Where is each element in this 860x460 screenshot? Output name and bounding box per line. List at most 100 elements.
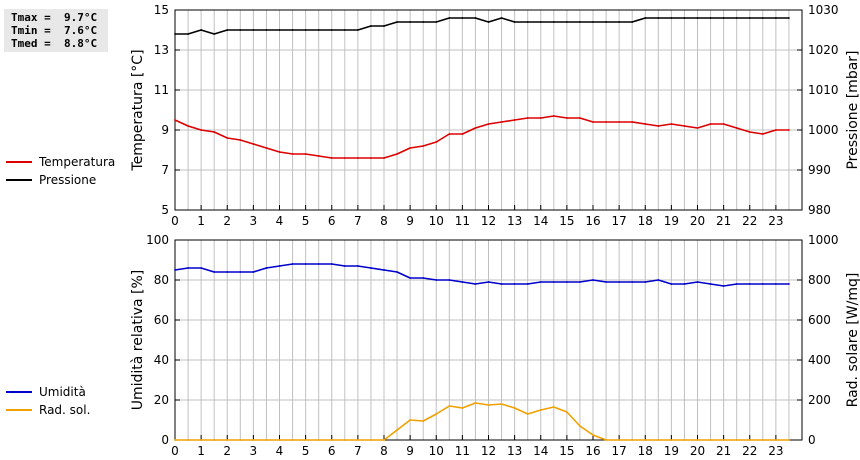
panel1-series-pressione-point [291,29,294,31]
panel1-series-pressione-point [552,21,555,23]
panel1-series-pressione-point [735,17,738,19]
panel2-series-rad-sol-point [722,439,725,441]
panel1-series-temperatura-point [487,123,490,125]
panel1-xtick-label: 1 [197,214,205,228]
panel2-series-umidit-point [252,271,255,273]
panel1-series-temperatura-point [565,117,568,119]
panel2-xtick-label: 3 [250,444,258,458]
panel2-series-umidit-point [683,283,686,285]
panel1-series-temperatura-point [278,151,281,153]
panel2-series-rad-sol-point [409,419,412,421]
panel2-xtick-label: 6 [328,444,336,458]
panel2-ytick-label: 40 [154,353,169,367]
legend-humidity-swatch [6,391,32,393]
panel1-xtick-label: 20 [690,214,705,228]
panel2-series-rad-sol-point [774,439,777,441]
panel2-series-umidit-point [487,281,490,283]
panel2-series-umidit-point [748,283,751,285]
panel1-series-pressione-point [761,17,764,19]
panel2-series-rad-sol-point [552,406,555,408]
panel1-series-pressione-point [474,17,477,19]
panel2-series-rad-sol-point [526,413,529,415]
panel1-xtick-label: 23 [768,214,783,228]
panel2-series-rad-sol-point [709,439,712,441]
panel2-series-rad-sol-point [657,439,660,441]
panel1-series-pressione-point [343,29,346,31]
tmax-stat: Tmax = 9.7°C [11,11,98,24]
panel2-series-umidit-point [330,263,333,265]
panel1-series-temperatura-point [709,123,712,125]
legend-solar-swatch [6,409,32,411]
legend-pressure-swatch [6,179,32,181]
panel1-series-pressione-point [618,21,621,23]
panel2-series-umidit-point [448,279,451,281]
panel2-ytick-label: 80 [154,273,169,287]
panel1-series-temperatura-point [526,117,529,119]
panel2-series-rad-sol-point [448,405,451,407]
panel1-series-pressione-point [670,17,673,19]
panel2-series-rad-sol-line [175,402,789,441]
panel2-series-rad-sol-point [187,439,189,441]
panel1-series-temperatura-point [356,157,359,159]
panel1-series-temperatura-point [252,143,255,145]
legend-humidity-label: Umidità [39,385,86,399]
panel2-series-rad-sol-point [213,439,216,441]
panel1-series-temperatura-point [670,123,673,125]
panel1-series-pressione-point [435,21,438,23]
panel1-series-pressione-point [513,21,516,23]
panel2-series-rad-sol-point [670,439,673,441]
panel1-xtick-label: 5 [302,214,310,228]
panel1-series-pressione-point [174,33,176,35]
panel2-xtick-label: 23 [768,444,783,458]
panel1-series-temperatura-point [696,127,699,129]
panel2-xtick-label: 14 [533,444,548,458]
panel2-xtick-label: 8 [380,444,388,458]
panel2-xtick-label: 0 [171,444,179,458]
panel2-xtick-label: 19 [664,444,679,458]
panel2-series-rad-sol-point [304,439,307,441]
panel1-xtick-label: 0 [171,214,179,228]
panel2-series-umidit-point [696,281,699,283]
panel2-y2tick-label: 200 [808,393,831,407]
panel2-series-umidit-point [735,283,738,285]
panel1-xtick-label: 21 [716,214,731,228]
panel1-xtick-label: 12 [481,214,496,228]
panel1-series-temperatura-point [383,157,385,159]
panel1-xtick-label: 18 [638,214,653,228]
panel2-series-umidit-point [435,279,438,281]
panel2-xtick-label: 22 [742,444,757,458]
legend-temperature-label: Temperatura [39,155,116,169]
panel2-series-rad-sol-point [370,439,372,441]
panel1-series-temperatura-point [291,153,294,155]
panel1-series-temperatura-point [644,123,647,125]
panel1-series-pressione-point [187,33,189,35]
panel1-series-pressione-point [657,17,660,19]
panel2-series-rad-sol-point [748,439,751,441]
panel1-series-temperatura-point [396,153,398,155]
panel1-xtick-label: 17 [611,214,626,228]
panel1-series-pressione-point [461,17,464,19]
panel1-series-temperatura-point [552,115,555,117]
panel2-y2tick-label: 600 [808,313,831,327]
panel1-xtick-label: 14 [533,214,548,228]
panel1-ytick-label: 5 [161,203,169,217]
panel1-series-pressione-point [265,29,268,31]
panel1-ytick-label: 15 [154,3,169,17]
panel2-series-umidit-point [409,277,412,279]
panel2-xtick-label: 12 [481,444,496,458]
panel2-series-rad-sol-point [788,439,790,441]
panel1-series-temperatura-point [631,121,634,123]
panel2-series-rad-sol-point [435,413,438,415]
panel1-ytick-label: 9 [161,123,169,137]
panel1-series-pressione-point [500,17,503,19]
panel2-xtick-label: 18 [638,444,653,458]
panel1-xtick-label: 8 [380,214,388,228]
panel1-series-temperatura-point [748,131,751,133]
panel2-series-umidit-point [670,283,673,285]
panel1-series-pressione-point [422,21,425,23]
panel2-series-umidit-point [592,279,594,281]
panel1-y2tick-label: 1000 [808,123,839,137]
panel1-series-temperatura-point [500,121,503,123]
panel1-series-pressione-point [330,29,333,31]
panel2-xtick-label: 16 [585,444,600,458]
